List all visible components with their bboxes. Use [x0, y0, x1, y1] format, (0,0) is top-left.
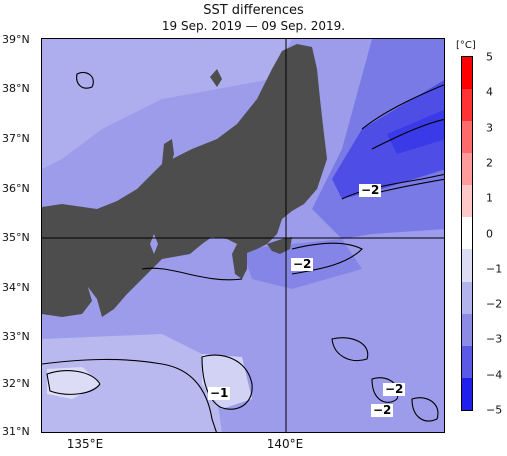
lon-label-135: 135°E — [66, 437, 104, 451]
lat-label-36: 36°N — [2, 182, 30, 195]
contour-line-6 — [141, 267, 243, 281]
colorbar-segment — [462, 89, 472, 122]
sea-zone-light-southwest — [42, 334, 222, 432]
contour-label-4: −2 — [383, 382, 406, 396]
land-sado — [210, 69, 222, 87]
lat-label-38: 38°N — [2, 82, 30, 95]
contour-lines — [42, 71, 444, 432]
lat-label-32: 32°N — [2, 377, 30, 390]
colorbar-segment — [462, 153, 472, 186]
colorbar-segment — [462, 249, 472, 282]
colorbar-segment — [462, 217, 472, 250]
colorbar-segment — [462, 57, 472, 90]
map-title: SST differences — [203, 3, 304, 18]
contour-line-4 — [341, 173, 444, 200]
sst-map-svg — [42, 39, 444, 432]
contour-label-1: −2 — [359, 183, 382, 197]
land-izu — [232, 244, 247, 279]
colorbar-tick-label: 5 — [486, 50, 493, 64]
sst-map: −2 −2 −1 −2 −2 — [41, 38, 445, 433]
colorbar-unit: [°C] — [456, 40, 476, 51]
colorbar-segment — [462, 281, 472, 314]
sea-zone-dark-2 — [387, 109, 444, 154]
lat-label-33: 33°N — [2, 330, 30, 343]
sea-zone-light-north — [42, 39, 292, 169]
sea-zone-dark-1 — [332, 80, 444, 199]
colorbar-tick-label: 3 — [486, 121, 493, 135]
land-honshu — [42, 44, 327, 317]
colorbar-segment — [462, 345, 472, 378]
contour-closed-4 — [76, 71, 94, 89]
contour-line-7 — [42, 358, 217, 432]
lat-label-31: 31°N — [2, 425, 30, 438]
contour-line-1 — [361, 84, 444, 130]
colorbar-segment — [462, 185, 472, 218]
colorbar-tick-label: 0 — [486, 227, 493, 240]
land-shikoku — [42, 269, 92, 317]
colorbar — [461, 56, 473, 411]
colorbar-tick-label: 1 — [486, 191, 493, 205]
contour-closed-5 — [331, 337, 369, 362]
colorbar-tick-label: 2 — [486, 156, 493, 170]
lat-label-37: 37°N — [2, 132, 30, 145]
colorbar-segment — [462, 121, 472, 154]
contour-closed-2 — [46, 370, 101, 395]
colorbar-tick-label: −1 — [486, 262, 503, 276]
colorbar-tick-label: −5 — [486, 403, 503, 417]
lat-label-34: 34°N — [2, 281, 30, 294]
contour-label-2: −2 — [291, 257, 314, 271]
contour-line-5 — [291, 242, 363, 275]
contour-label-3: −1 — [208, 386, 231, 400]
lat-label-39: 39°N — [2, 33, 30, 46]
contour-line-2 — [371, 118, 444, 150]
contour-closed-3 — [371, 377, 399, 403]
lake-biwa — [150, 234, 158, 254]
colorbar-tick-label: −3 — [486, 332, 503, 346]
colorbar-tick-label: −4 — [486, 368, 503, 382]
contour-closed-1 — [201, 354, 253, 410]
colorbar-segment — [462, 313, 472, 346]
lon-label-140: 140°E — [266, 437, 304, 451]
contour-label-5: −2 — [371, 403, 394, 417]
lat-label-35: 35°N — [2, 231, 30, 244]
contour-closed-6 — [411, 397, 439, 422]
colorbar-segment — [462, 377, 472, 410]
land-noto — [162, 139, 174, 167]
colorbar-tick-label: 4 — [486, 85, 493, 99]
colorbar-tick-label: −2 — [486, 297, 503, 311]
map-period: 19 Sep. 2019 — 09 Sep. 2019. — [161, 19, 346, 33]
